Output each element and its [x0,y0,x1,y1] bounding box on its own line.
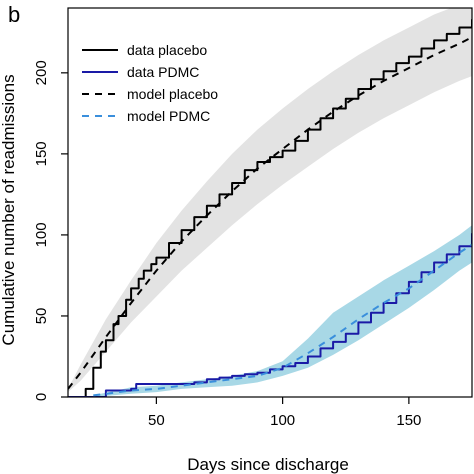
y-tick-label: 150 [33,141,50,166]
band-pdmc [93,225,472,397]
y-tick-label: 50 [33,308,50,325]
band-placebo [68,8,472,393]
y-tick-label: 200 [33,60,50,85]
x-tick-label: 50 [148,412,165,429]
series-model-pdmc [93,243,472,397]
legend-label: data PDMC [127,64,199,80]
series-data-placebo [68,19,472,397]
legend-label: model placebo [127,86,218,102]
legend-label: data placebo [127,42,207,58]
panel-label: b [8,2,20,27]
legend: data placebo data PDMC model placebo model … [82,42,218,124]
plot-area: 0 50 100 150 200 50 100 150 data placebo data PDM… [33,7,473,429]
y-axis-title: Cumulative number of readmissions [0,74,18,345]
y-tick-label: 0 [33,393,50,401]
plot-clip-group [68,8,472,397]
x-axis-title: Days since discharge [187,455,349,474]
legend-label: model PDMC [127,108,210,124]
x-tick-label: 150 [396,412,421,429]
y-tick-label: 100 [33,222,50,247]
plot-frame [67,7,473,398]
x-tick-label: 100 [270,412,295,429]
